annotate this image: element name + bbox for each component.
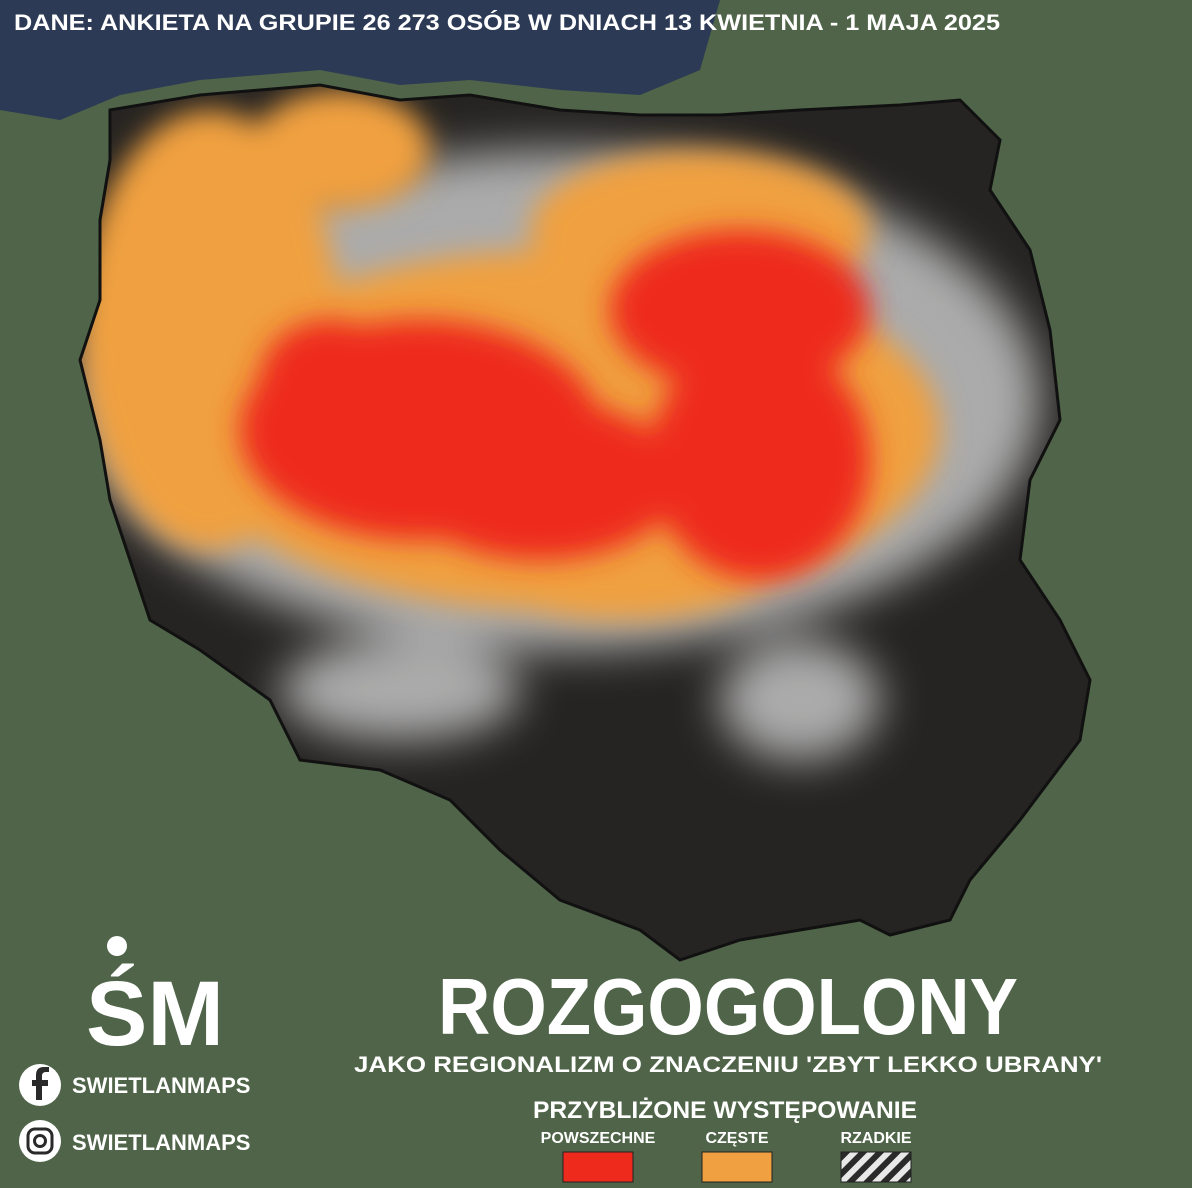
instagram-glyph <box>26 1127 54 1155</box>
legend-label: CZĘSTE <box>705 1130 768 1147</box>
instagram-icon <box>19 1120 61 1162</box>
region-common <box>240 230 870 580</box>
legend-swatch <box>562 1151 634 1183</box>
legend-swatch <box>840 1151 912 1183</box>
legend-title: PRZYBLIŻONE WYSTĘPOWANIE <box>533 1097 917 1124</box>
instagram-glyph <box>33 1134 47 1148</box>
country-border <box>78 83 1092 962</box>
legend: POWSZECHNE CZĘSTE RZADKIE <box>541 1130 912 1183</box>
legend-label: POWSZECHNE <box>541 1130 656 1147</box>
source-note: DANE: ANKIETA NA GRUPIE 26 273 OSÓB W DN… <box>14 10 1000 35</box>
social-handle: SWIETLANMAPS <box>72 1073 250 1098</box>
title: ROZGOGOLONY <box>438 962 1018 1051</box>
logo-dot <box>107 936 127 956</box>
sea <box>0 0 720 120</box>
social-handle: SWIETLANMAPS <box>72 1130 250 1155</box>
logo: ŚM <box>86 962 224 1065</box>
legend-label: RZADKIE <box>840 1130 911 1147</box>
facebook-glyph <box>32 1067 49 1100</box>
subtitle: JAKO REGIONALIZM O ZNACZENIU 'ZBYT LEKKO… <box>354 1052 1102 1077</box>
legend-swatch <box>701 1151 773 1183</box>
